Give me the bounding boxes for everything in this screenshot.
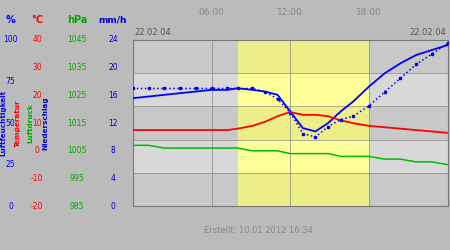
Text: 18:00: 18:00 [356,8,382,17]
Text: 995: 995 [70,174,84,183]
Bar [238,173,369,206]
Text: 1045: 1045 [68,36,87,44]
Bar [133,173,448,206]
Text: 20: 20 [108,63,117,72]
Text: Niederschlag: Niederschlag [42,96,48,150]
Bar [238,73,369,106]
Text: 1015: 1015 [68,119,86,128]
Text: 0: 0 [8,202,13,211]
Text: 24: 24 [108,36,117,44]
Text: 1025: 1025 [68,91,86,100]
Text: 12: 12 [108,119,117,128]
Text: 06:00: 06:00 [198,8,225,17]
Bar [133,40,448,73]
Text: Luftfeuchtigkeit: Luftfeuchtigkeit [0,90,6,156]
Text: 75: 75 [6,77,15,86]
Text: Temperatur: Temperatur [15,99,21,147]
Text: °C: °C [31,15,43,25]
Text: 10: 10 [32,119,42,128]
Bar [133,73,448,106]
Text: 0: 0 [35,146,40,155]
Text: Luftdruck: Luftdruck [27,103,34,143]
Bar [238,40,369,73]
Text: 8: 8 [110,146,115,155]
Text: 16: 16 [108,91,117,100]
Text: 50: 50 [6,119,15,128]
Text: mm/h: mm/h [99,16,127,24]
Text: 1005: 1005 [68,146,87,155]
Bar [238,140,369,173]
Text: 30: 30 [32,63,42,72]
Text: 25: 25 [6,160,15,169]
Text: -10: -10 [31,174,43,183]
Text: 22.02.04: 22.02.04 [410,28,446,37]
Text: 1035: 1035 [68,63,87,72]
Text: 22.02.04: 22.02.04 [134,28,171,37]
Bar [133,106,448,140]
Text: 985: 985 [70,202,84,211]
Text: 40: 40 [32,36,42,44]
Bar [238,106,369,140]
Text: -20: -20 [31,202,43,211]
Text: 100: 100 [3,36,18,44]
Text: 20: 20 [32,91,42,100]
Bar [133,140,448,173]
Text: 4: 4 [110,174,115,183]
Text: 12:00: 12:00 [277,8,303,17]
Text: Erstellt: 10.01.2012 16:34: Erstellt: 10.01.2012 16:34 [204,226,313,235]
Text: hPa: hPa [67,15,87,25]
Text: %: % [6,15,15,25]
Text: 0: 0 [110,202,115,211]
